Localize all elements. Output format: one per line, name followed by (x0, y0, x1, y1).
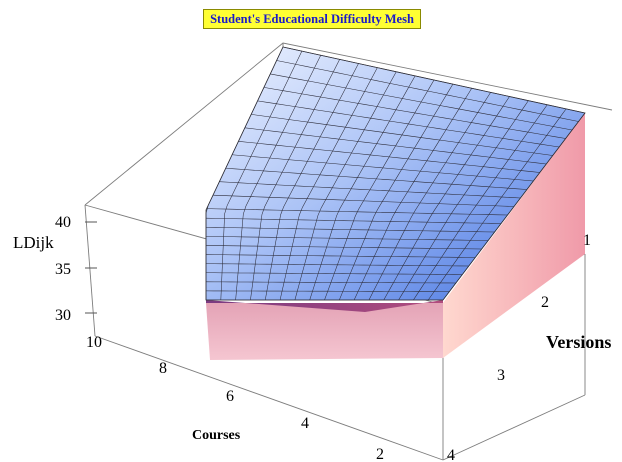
mesh-line (232, 154, 534, 182)
mesh-line (205, 290, 450, 292)
mesh-line (205, 254, 476, 258)
x-tick-label: 10 (86, 334, 102, 351)
mesh-line (244, 127, 547, 165)
mesh-line (205, 263, 469, 267)
mesh-line (276, 60, 579, 122)
z-tick-label: 35 (55, 261, 71, 278)
z-tick-label: 30 (55, 307, 71, 324)
x-tick-label: 2 (376, 446, 384, 462)
box-bottom-right-edge (442, 394, 586, 461)
x-axis-ticks: 10 8 6 4 2 (86, 334, 384, 462)
x-axis-label: Courses (192, 428, 241, 443)
mesh-line (205, 272, 463, 275)
z-axis-label: LDijk (13, 233, 54, 252)
box-left-vertical-edge (84, 204, 96, 337)
mesh-line (205, 281, 456, 284)
x-tick-label: 4 (301, 415, 309, 432)
chart-title: Student's Educational Difficulty Mesh (203, 9, 421, 29)
mesh-line (257, 100, 560, 148)
surface-mesh (205, 46, 586, 301)
mesh-line (270, 73, 573, 131)
z-axis-ticks: 40 35 30 (55, 214, 97, 324)
y-tick-label: 4 (447, 447, 455, 462)
mesh-line (205, 236, 489, 241)
inner-wall (206, 300, 443, 312)
mesh-line (225, 167, 527, 190)
mesh-line (205, 217, 502, 224)
y-tick-label: 2 (541, 294, 549, 311)
y-axis-ticks: 1 2 3 4 (447, 232, 591, 462)
x-tick-label: 8 (159, 360, 167, 377)
mesh-line (263, 87, 566, 139)
right-wall-lower (443, 113, 585, 358)
mesh-line (238, 141, 540, 173)
mesh-line (206, 208, 508, 216)
x-tick-label: 6 (226, 388, 234, 405)
y-tick-label: 1 (583, 232, 591, 249)
box-bottom-front-edge (94, 335, 444, 461)
y-tick-label: 3 (497, 367, 505, 384)
mesh-line (282, 46, 586, 114)
mesh-line (219, 181, 521, 199)
mesh-line (205, 245, 482, 250)
z-tick-label: 40 (55, 214, 71, 231)
mesh-line (212, 194, 515, 207)
mesh-line (205, 226, 495, 233)
front-wall (206, 303, 443, 360)
y-axis-label: Versions (546, 332, 611, 352)
mesh-line (251, 114, 553, 156)
